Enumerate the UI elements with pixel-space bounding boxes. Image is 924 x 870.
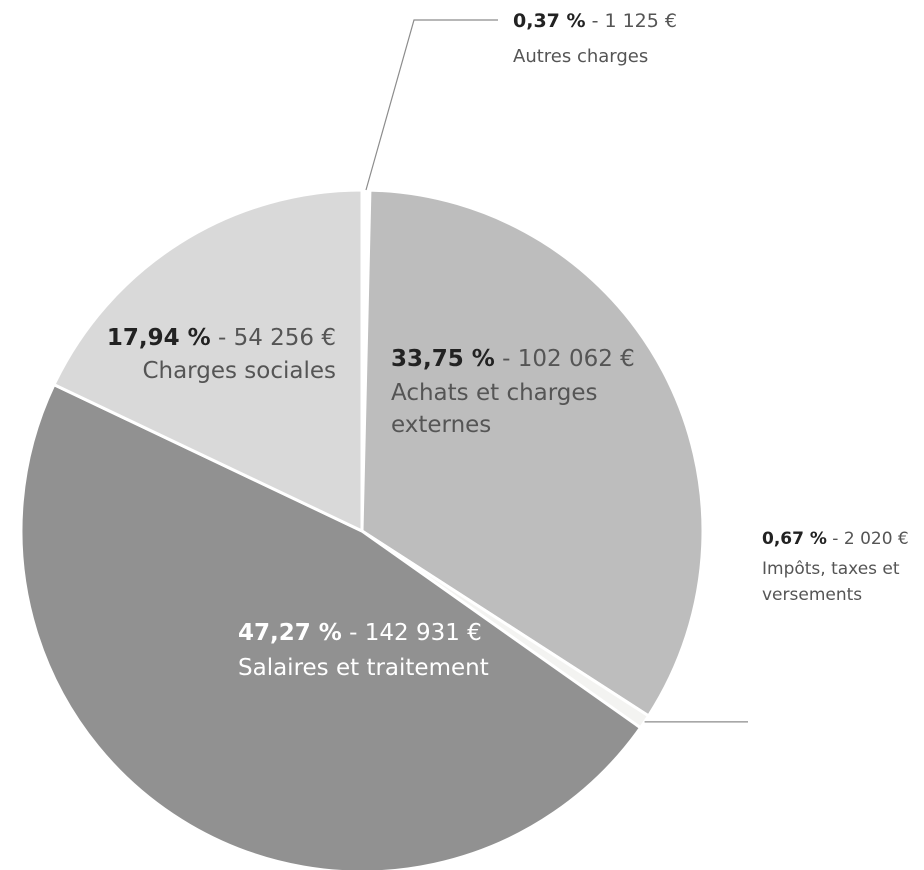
label-salaires-values: 47,27 % - 142 931 € [238,620,482,646]
pie-slice-salaires [19,383,642,870]
label-sociales-name: Charges sociales [142,358,336,384]
label-impots-values: 0,67 % - 2 020 € [762,529,909,549]
label-autres-charges-values: 0,37 % - 1 125 € [513,10,677,32]
label-impots-percent: 0,67 % [762,529,827,549]
label-salaires-percent: 47,27 % [238,620,342,646]
label-impots-value: 2 020 € [844,529,909,549]
label-autres-charges-value: 1 125 € [604,10,677,32]
label-sociales-value: 54 256 € [234,325,336,351]
pie-slice-sociales [52,188,364,533]
label-salaires-name: Salaires et traitement [238,655,489,681]
leader-lines [365,19,748,723]
label-separator: - [586,10,605,32]
label-sociales-percent: 17,94 % [107,325,211,351]
pie-slices [19,188,705,870]
label-impots-name: Impôts, taxes et versements [762,559,905,605]
label-achats-value: 102 062 € [518,346,635,372]
label-autres-charges-percent: 0,37 % [513,10,586,32]
label-autres-charges-name: Autres charges [513,46,648,67]
label-separator: - [495,346,518,372]
label-separator: - [211,325,234,351]
label-salaires-value: 142 931 € [365,620,482,646]
label-achats-percent: 33,75 % [391,346,495,372]
label-separator: - [342,620,365,646]
leader-line-autres-charges [365,19,498,191]
label-achats-values: 33,75 % - 102 062 € [391,346,635,372]
label-achats-name: Achats et charges externes [391,380,605,438]
label-sociales-values: 17,94 % - 54 256 € [107,325,336,351]
label-separator: - [827,529,844,549]
